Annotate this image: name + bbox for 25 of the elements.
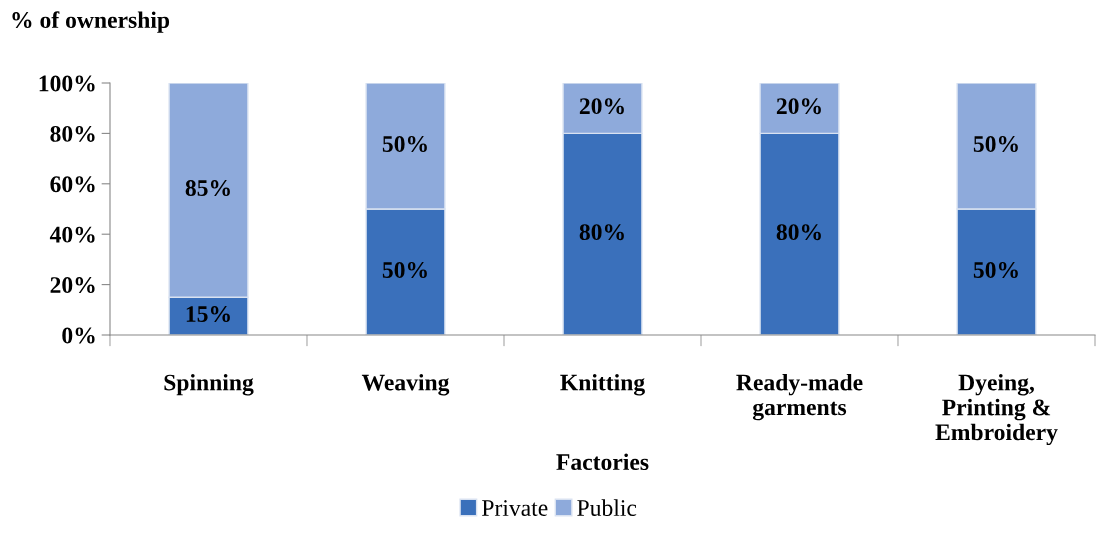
data-label: 20% [579, 98, 624, 115]
data-label: 50% [382, 261, 427, 278]
y-tick-label: 100% [39, 75, 95, 92]
data-label: 15% [186, 306, 230, 323]
x-tick-label: Ready-made garments [736, 373, 863, 421]
data-label: 50% [973, 261, 1018, 278]
y-tick-label: 80% [50, 125, 95, 142]
data-label: 50% [973, 135, 1018, 152]
x-tick-label: Dyeing, Printing & Embroidery [935, 373, 1058, 446]
data-label: 85% [185, 180, 230, 197]
y-axis-title: % of ownership [12, 11, 170, 33]
data-label: 80% [579, 224, 624, 241]
legend-label: Public [577, 499, 637, 516]
x-tick-label: Spinning [164, 373, 254, 396]
data-label: 50% [382, 135, 427, 152]
y-tick-label: 20% [50, 277, 95, 294]
y-tick-label: 40% [49, 226, 95, 243]
x-tick-label: Weaving [361, 373, 450, 396]
y-tick-label: 0% [62, 327, 95, 344]
legend-label: Private [482, 500, 548, 516]
x-axis-title: Factories [556, 453, 649, 471]
data-label: 20% [776, 98, 821, 115]
y-tick-label: 60% [50, 176, 95, 193]
data-label: 80% [776, 224, 821, 241]
x-tick-label: Knitting [560, 373, 645, 396]
